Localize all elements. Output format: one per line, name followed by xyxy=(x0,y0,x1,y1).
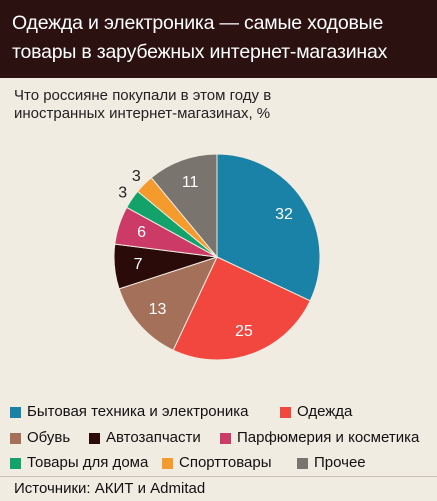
data-label-cosmetics: 6 xyxy=(137,224,146,241)
legend-swatch-sports xyxy=(162,458,173,469)
legend-label-clothing: Одежда xyxy=(297,403,353,420)
data-label-shoes: 13 xyxy=(149,301,167,318)
legend-label-auto-parts: Автозапчасти xyxy=(106,429,201,446)
legend-label-sports: Спорттовары xyxy=(179,454,272,471)
data-label-electronics: 32 xyxy=(275,206,293,223)
legend-label-cosmetics: Парфюмерия и косметика xyxy=(237,429,420,446)
data-label-clothing: 25 xyxy=(235,323,253,340)
legend-label-electronics: Бытовая техника и электроника xyxy=(27,403,249,420)
data-label-other: 11 xyxy=(182,174,199,191)
pie-slice-other xyxy=(150,153,218,259)
legend-swatch-auto-parts xyxy=(89,433,100,444)
source-text: Источники: АКИТ и Admitad xyxy=(14,480,206,497)
chart-header: Одежда и электроника — самые ходовые тов… xyxy=(0,0,437,78)
legend-swatch-clothing xyxy=(280,407,291,418)
legend-label-shoes: Обувь xyxy=(27,429,71,446)
legend-swatch-shoes xyxy=(10,433,21,444)
legend-swatch-home-goods xyxy=(10,458,21,469)
data-label-auto-parts: 7 xyxy=(134,256,143,273)
data-label-sports: 3 xyxy=(132,168,141,185)
legend-swatch-other xyxy=(297,458,308,469)
legend-label-other: Прочее xyxy=(314,454,366,471)
legend-swatch-cosmetics xyxy=(220,433,231,444)
chart-title: Одежда и электроника — самые ходовые тов… xyxy=(12,12,388,63)
pie-slice-electronics xyxy=(216,153,321,302)
source-footer: Источники: АКИТ и Admitad xyxy=(0,476,437,501)
legend-label-home-goods: Товары для дома xyxy=(27,454,149,471)
pie-slice-shoes xyxy=(118,256,218,351)
legend-swatch-electronics xyxy=(10,407,21,418)
pie-slice-clothing xyxy=(172,256,311,361)
data-label-home-goods: 3 xyxy=(118,184,127,201)
chart-subtitle: Что россияне покупали в этом году в инос… xyxy=(14,87,272,122)
